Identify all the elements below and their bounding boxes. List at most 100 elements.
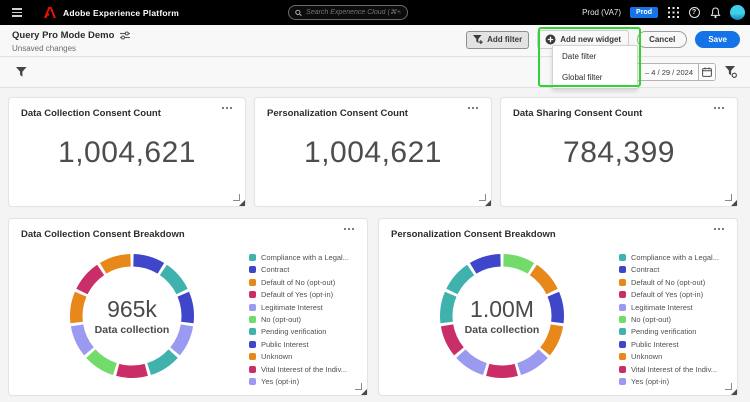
legend-item: Vital Interest of the Indiv...	[249, 365, 349, 374]
legend-swatch	[619, 328, 626, 336]
corner-grip[interactable]	[485, 200, 491, 206]
breakdown-card-personalization: Personalization Consent Breakdown 1.00M …	[378, 218, 738, 396]
metric-value: 1,004,621	[58, 136, 196, 169]
card-more-menu[interactable]	[219, 104, 235, 112]
hamburger-menu-icon[interactable]	[12, 8, 22, 17]
chart-legend: Compliance with a Legal... Contract Defaul…	[619, 253, 719, 386]
page-title: Query Pro Mode Demo	[12, 30, 115, 41]
legend-label: Default of No (opt-out)	[261, 277, 336, 287]
filter-add-icon	[473, 34, 483, 44]
menu-item-date-filter[interactable]: Date filter	[562, 52, 597, 61]
card-title: Personalization Consent Breakdown	[391, 229, 556, 240]
resize-handle[interactable]	[233, 194, 240, 201]
donut-segment	[170, 324, 194, 356]
resize-handle[interactable]	[725, 383, 732, 390]
donut-segment	[116, 363, 148, 378]
card-more-menu[interactable]	[465, 104, 481, 112]
add-filter-button[interactable]: Add filter	[466, 30, 530, 49]
card-title: Data Collection Consent Breakdown	[21, 229, 185, 240]
corner-grip[interactable]	[731, 200, 737, 206]
legend-item: Pending verification	[619, 327, 719, 336]
legend-label: Yes (opt-in)	[261, 376, 300, 386]
donut-segment	[133, 254, 165, 274]
brand-name: Adobe Experience Platform	[63, 7, 180, 18]
user-avatar[interactable]	[730, 5, 745, 20]
legend-swatch	[249, 315, 256, 323]
legend-item: Vital Interest of the Indiv...	[619, 365, 719, 374]
date-range-value[interactable]: – 4 / 29 / 2024	[645, 67, 693, 77]
legend-swatch	[619, 291, 626, 299]
calendar-button[interactable]	[698, 64, 715, 80]
help-icon[interactable]: ?	[688, 7, 700, 19]
donut-segment	[456, 349, 487, 376]
resize-handle[interactable]	[479, 194, 486, 201]
page-header: Query Pro Mode Demo Unsaved changes Add …	[0, 25, 750, 57]
cancel-button[interactable]: Cancel	[637, 31, 688, 48]
donut-segment	[76, 264, 105, 295]
resize-handle[interactable]	[355, 383, 362, 390]
save-button[interactable]: Save	[695, 31, 740, 48]
dashboard-settings-sliders-icon[interactable]	[120, 31, 131, 40]
donut-segment	[440, 324, 464, 356]
legend-swatch	[249, 266, 256, 274]
legend-swatch	[249, 353, 256, 361]
legend-swatch	[249, 365, 256, 373]
legend-item: Compliance with a Legal...	[249, 253, 349, 262]
legend-swatch	[619, 340, 626, 348]
card-title: Personalization Consent Count	[267, 108, 408, 119]
card-title: Data Sharing Consent Count	[513, 108, 643, 119]
donut-chart: 965k Data collection	[65, 249, 199, 383]
card-more-menu[interactable]	[341, 225, 357, 233]
global-search[interactable]	[288, 5, 408, 20]
card-more-menu[interactable]	[711, 104, 727, 112]
donut-segment	[99, 254, 131, 274]
environment-badge[interactable]: Prod	[630, 7, 658, 18]
legend-swatch	[619, 254, 626, 261]
dashboard-content: Data Collection Consent Count 1,004,621 …	[0, 89, 750, 402]
legend-swatch	[619, 315, 626, 323]
legend-label: Unknown	[631, 352, 663, 362]
donut-segment	[147, 349, 178, 376]
calendar-icon	[702, 67, 712, 77]
card-more-menu[interactable]	[711, 225, 727, 233]
legend-label: Vital Interest of the Indiv...	[261, 364, 348, 374]
donut-segment	[517, 349, 548, 376]
legend-item: Yes (opt-in)	[249, 377, 349, 386]
donut-segment	[540, 324, 564, 356]
legend-label: Legitimate Interest	[631, 302, 693, 312]
legend-label: Contract	[631, 265, 660, 275]
legend-item: Legitimate Interest	[249, 303, 349, 312]
legend-label: Default of Yes (opt-in)	[631, 290, 704, 300]
legend-item: Default of No (opt-out)	[249, 278, 349, 287]
donut-segment	[486, 363, 518, 378]
legend-swatch	[249, 328, 256, 336]
legend-item: Legitimate Interest	[619, 303, 719, 312]
corner-grip[interactable]	[731, 389, 737, 395]
legend-item: Unknown	[249, 352, 349, 361]
adobe-logo-icon	[44, 6, 56, 18]
filter-funnel-icon[interactable]	[16, 67, 27, 78]
metric-card-personalization: Personalization Consent Count 1,004,621	[254, 97, 492, 207]
header-actions: Add filter Add new widget Cancel Save	[466, 30, 740, 49]
apps-grid-icon[interactable]	[667, 7, 679, 19]
resize-handle[interactable]	[725, 194, 732, 201]
legend-item: Contract	[249, 265, 349, 274]
plus-circle-icon	[545, 34, 556, 45]
donut-segment	[503, 254, 535, 274]
legend-item: Public Interest	[249, 340, 349, 349]
metric-card-data-sharing: Data Sharing Consent Count 784,399	[500, 97, 738, 207]
legend-item: No (opt-out)	[619, 315, 719, 324]
notifications-bell-icon[interactable]	[709, 6, 721, 19]
legend-label: Legitimate Interest	[261, 302, 323, 312]
add-new-widget-button[interactable]: Add new widget	[537, 30, 630, 49]
menu-item-global-filter[interactable]: Global filter	[562, 73, 603, 82]
search-input[interactable]	[306, 9, 401, 16]
clear-filter-icon[interactable]	[725, 66, 737, 78]
legend-label: Contract	[261, 265, 290, 275]
legend-label: Yes (opt-in)	[631, 376, 670, 386]
corner-grip[interactable]	[239, 200, 245, 206]
legend-item: Yes (opt-in)	[619, 377, 719, 386]
corner-grip[interactable]	[361, 389, 367, 395]
legend-swatch	[249, 340, 256, 348]
legend-label: No (opt-out)	[261, 314, 302, 324]
